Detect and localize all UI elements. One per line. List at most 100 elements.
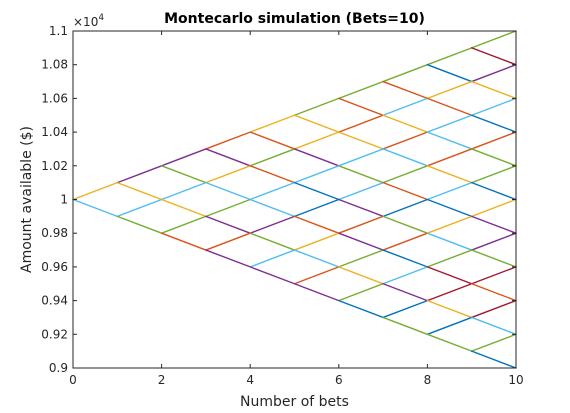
path-segment-83 [426,232,473,251]
path-segment-102 [471,232,517,251]
path-segment-23 [249,165,296,184]
path-segment-13 [205,148,251,167]
path-segment-31 [293,114,340,133]
path-segment-84 [426,249,473,268]
path-segment-94 [471,97,517,116]
path-segment-29 [249,266,296,285]
path-segment-8 [160,181,207,201]
path-segment-26 [249,215,296,234]
path-segment-67 [382,249,429,268]
path-segment-59 [382,114,429,133]
path-segment-99 [471,181,517,201]
path-segment-78 [426,148,473,167]
path-segment-98 [471,165,517,184]
path-segment-41 [293,283,340,302]
path-segment-93 [471,80,517,100]
x-tick-label: 2 [158,373,166,387]
y-tick-label: 1 [60,193,68,207]
path-segment-91 [471,47,517,66]
path-segment-61 [382,148,429,167]
path-segment-56 [382,63,429,83]
path-segment-33 [293,148,340,167]
y-exponent-power: 4 [98,13,104,23]
y-tick-label: 0.98 [41,226,68,240]
x-tick-label: 4 [246,373,254,387]
path-segment-85 [426,266,473,285]
path-segment-97 [471,148,517,167]
path-segment-15 [205,181,251,201]
path-segment-105 [471,283,517,302]
x-axis-label: Number of bets [240,394,349,410]
path-segment-103 [471,249,517,268]
path-segment-86 [426,283,473,302]
path-segment-5 [116,215,163,234]
series-layer [72,30,517,369]
path-segment-58 [382,97,429,116]
path-segment-75 [426,97,473,116]
path-segment-62 [382,165,429,184]
x-tick-label: 10 [508,373,523,387]
path-segment-89 [426,333,473,352]
path-segment-11 [160,232,207,251]
path-segment-69 [382,283,429,302]
path-segment-70 [382,299,429,319]
path-segment-36 [293,198,340,218]
path-segment-54 [338,283,384,302]
path-segment-80 [426,181,473,201]
path-segment-17 [205,215,251,234]
x-tick-label: 8 [424,373,432,387]
path-segment-39 [293,249,340,268]
path-segment-104 [471,266,517,285]
y-tick-label: 1.1 [49,24,68,38]
path-segment-6 [160,148,207,167]
path-segment-100 [471,198,517,218]
path-segment-16 [205,198,251,218]
path-segment-18 [205,232,251,251]
path-segment-42 [338,80,384,100]
path-segment-28 [249,249,296,268]
path-segment-32 [293,131,340,150]
x-tick-label: 0 [69,373,77,387]
path-segment-40 [293,266,340,285]
path-segment-106 [471,299,517,319]
path-segment-72 [426,47,473,66]
path-segment-81 [426,198,473,218]
path-segment-48 [338,181,384,201]
y-exponent-base: ×10 [73,15,98,29]
y-tick-label: 0.94 [41,294,68,308]
path-segment-12 [205,131,251,150]
path-segment-108 [471,333,517,352]
path-segment-52 [338,249,384,268]
path-segment-1 [72,198,119,218]
path-segment-49 [338,198,384,218]
path-segment-37 [293,215,340,234]
path-segment-51 [338,232,384,251]
path-segment-10 [160,215,207,234]
path-segment-79 [426,165,473,184]
y-tick-label: 0.9 [49,361,68,375]
path-segment-64 [382,198,429,218]
path-segment-30 [293,97,340,116]
path-segment-44 [338,114,384,133]
path-segment-57 [382,80,429,100]
path-segment-22 [249,148,296,167]
path-segment-96 [471,131,517,150]
path-segment-19 [205,249,251,268]
path-segment-73 [426,63,473,83]
path-segment-9 [160,198,207,218]
y-tick-label: 1.08 [41,58,68,72]
y-tick-label: 1.02 [41,159,68,173]
path-segment-4 [116,198,163,218]
path-segment-7 [160,165,207,184]
path-segment-77 [426,131,473,150]
path-segment-63 [382,181,429,201]
path-segment-65 [382,215,429,234]
path-segment-53 [338,266,384,285]
path-segment-71 [382,316,429,335]
path-segment-88 [426,316,473,335]
path-segment-24 [249,181,296,201]
path-segment-43 [338,97,384,116]
path-segment-66 [382,232,429,251]
tick-layer: 0 2 4 6 8 10 0.9 0.92 0.94 0.96 0.98 1 1.02 1.04 1.06 1… [41,24,523,387]
